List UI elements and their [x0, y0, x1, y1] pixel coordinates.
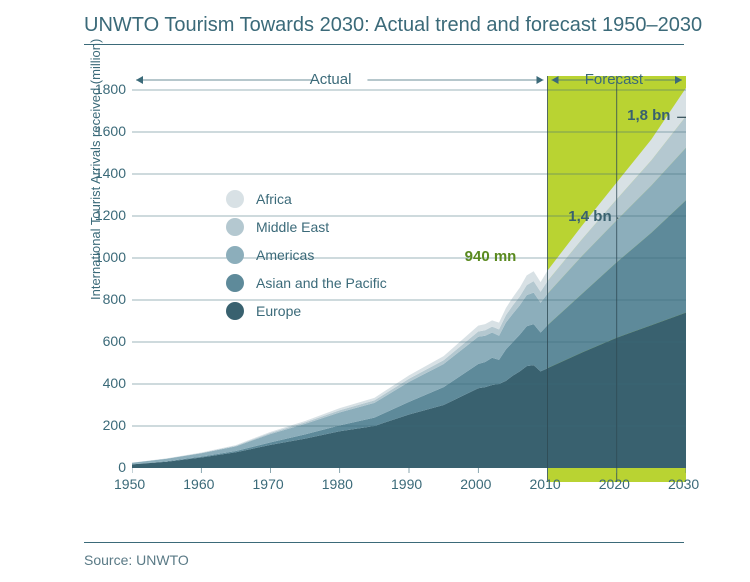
ytick-label: 800: [86, 291, 126, 307]
xtick-label: 1980: [322, 476, 353, 492]
source-rule: [84, 542, 684, 543]
legend-swatch: [226, 302, 244, 320]
legend-label: Middle East: [256, 219, 329, 235]
plot-svg: [132, 60, 686, 498]
chart-title: UNWTO Tourism Towards 2030: Actual trend…: [84, 14, 702, 37]
ytick-label: 0: [86, 459, 126, 475]
source-text: Source: UNWTO: [84, 552, 189, 568]
callout-label: 1,8 bn: [627, 107, 670, 124]
callout-label: 940 mn: [465, 248, 517, 265]
xtick-label: 2000: [460, 476, 491, 492]
ytick-label: 200: [86, 417, 126, 433]
arrow-right-icon: [537, 76, 544, 84]
actual-section-label: Actual: [310, 71, 352, 88]
title-rule: [84, 44, 684, 45]
callout-label: 1,4 bn: [568, 208, 611, 225]
ytick-label: 1800: [86, 81, 126, 97]
legend: Africa Middle East Americas Asian and the P…: [226, 185, 387, 325]
legend-swatch: [226, 190, 244, 208]
xtick-label: 2010: [530, 476, 561, 492]
ytick-label: 1000: [86, 249, 126, 265]
forecast-section-label: Forecast: [585, 71, 643, 88]
xtick-label: 2030: [668, 476, 699, 492]
ytick-label: 600: [86, 333, 126, 349]
xtick-label: 2020: [599, 476, 630, 492]
legend-item: Africa: [226, 185, 387, 213]
legend-label: Asian and the Pacific: [256, 275, 387, 291]
xtick-label: 1990: [391, 476, 422, 492]
xtick-label: 1970: [253, 476, 284, 492]
legend-item: Middle East: [226, 213, 387, 241]
ytick-label: 1600: [86, 123, 126, 139]
legend-item: Europe: [226, 297, 387, 325]
chart-container: UNWTO Tourism Towards 2030: Actual trend…: [0, 0, 750, 582]
ytick-label: 1400: [86, 165, 126, 181]
legend-item: Asian and the Pacific: [226, 269, 387, 297]
plot-area: [132, 60, 686, 498]
xtick-label: 1960: [183, 476, 214, 492]
legend-label: Americas: [256, 247, 314, 263]
arrow-left-icon: [136, 76, 143, 84]
ytick-label: 400: [86, 375, 126, 391]
legend-item: Americas: [226, 241, 387, 269]
legend-label: Africa: [256, 191, 292, 207]
xtick-label: 1950: [114, 476, 145, 492]
legend-swatch: [226, 246, 244, 264]
legend-swatch: [226, 218, 244, 236]
legend-swatch: [226, 274, 244, 292]
legend-label: Europe: [256, 303, 301, 319]
ytick-label: 1200: [86, 207, 126, 223]
